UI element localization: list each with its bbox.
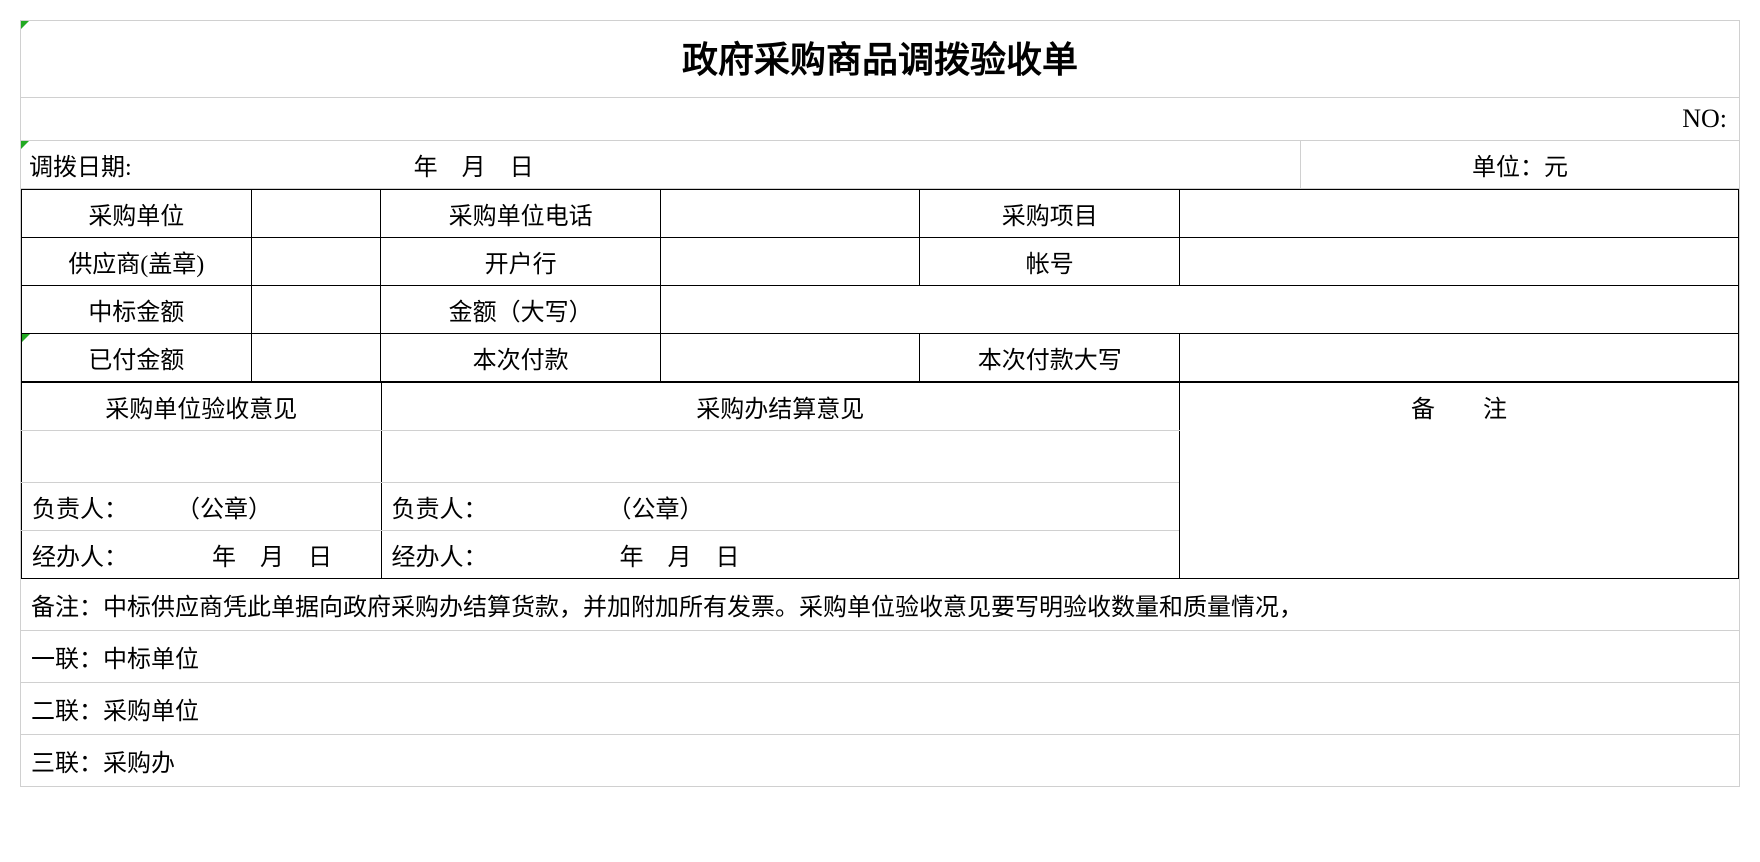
opinion-mid-blank[interactable] bbox=[381, 431, 1180, 483]
row3-col2-value[interactable] bbox=[660, 286, 1738, 334]
row2-col1-value[interactable] bbox=[251, 238, 381, 286]
opinion-left-blank[interactable] bbox=[22, 431, 382, 483]
main-table: 采购单位 采购单位电话 采购项目 供应商(盖章) 开户行 帐号 中标金额 金额（… bbox=[21, 189, 1739, 382]
row2-col3-value[interactable] bbox=[1180, 238, 1739, 286]
row4-col1-label: 已付金额 bbox=[22, 334, 252, 382]
opinion-left-person2: 经办人： 年 月 日 bbox=[22, 531, 382, 579]
row1-col2-value[interactable] bbox=[660, 190, 920, 238]
form-wrapper: 政府采购商品调拨验收单 NO: 调拨日期: 年 月 日 单位：元 采购单位 采购… bbox=[20, 20, 1740, 787]
date-ymd: 年 月 日 bbox=[414, 155, 534, 181]
date-row: 调拨日期: 年 月 日 单位：元 bbox=[21, 141, 1739, 189]
row2-col2-label: 开户行 bbox=[381, 238, 661, 286]
form-title: 政府采购商品调拨验收单 bbox=[21, 21, 1739, 98]
row2-col3-label: 帐号 bbox=[920, 238, 1180, 286]
opinion-table: 采购单位验收意见 采购办结算意见 备 注 负责人： （公章） 负责人： （公章）… bbox=[21, 382, 1739, 579]
row3-col2-label: 金额（大写） bbox=[381, 286, 661, 334]
footer-section: 备注：中标供应商凭此单据向政府采购办结算货款，并加附加所有发票。采购单位验收意见… bbox=[21, 579, 1739, 786]
opinion-left-person1: 负责人： （公章） bbox=[22, 483, 382, 531]
date-label: 调拨日期: bbox=[29, 155, 132, 181]
opinion-mid-person2: 经办人： 年 月 日 bbox=[381, 531, 1180, 579]
row4-col1-value[interactable] bbox=[251, 334, 381, 382]
row4-col2-value[interactable] bbox=[660, 334, 920, 382]
row1-col1-label: 采购单位 bbox=[22, 190, 252, 238]
footer-copy3: 三联：采购办 bbox=[21, 734, 1739, 786]
footer-copy2: 二联：采购单位 bbox=[21, 682, 1739, 734]
row1-col2-label: 采购单位电话 bbox=[381, 190, 661, 238]
footer-copy1: 一联：中标单位 bbox=[21, 630, 1739, 682]
row2-col2-value[interactable] bbox=[660, 238, 920, 286]
unit-label: 单位：元 bbox=[1301, 141, 1739, 188]
opinion-mid-person1: 负责人： （公章） bbox=[381, 483, 1180, 531]
no-label: NO: bbox=[21, 98, 1739, 141]
row2-col1-label: 供应商(盖章) bbox=[22, 238, 252, 286]
row3-col1-label: 中标金额 bbox=[22, 286, 252, 334]
row3-col1-value[interactable] bbox=[251, 286, 381, 334]
row1-col3-value[interactable] bbox=[1180, 190, 1739, 238]
opinion-left-header: 采购单位验收意见 bbox=[22, 383, 382, 431]
row4-col3-value[interactable] bbox=[1180, 334, 1739, 382]
row4-col3-label: 本次付款大写 bbox=[920, 334, 1180, 382]
row1-col1-value[interactable] bbox=[251, 190, 381, 238]
opinion-mid-header: 采购办结算意见 bbox=[381, 383, 1180, 431]
footer-note: 备注：中标供应商凭此单据向政府采购办结算货款，并加附加所有发票。采购单位验收意见… bbox=[21, 579, 1739, 630]
row1-col3-label: 采购项目 bbox=[920, 190, 1180, 238]
row4-col2-label: 本次付款 bbox=[381, 334, 661, 382]
opinion-right-header: 备 注 bbox=[1180, 383, 1739, 579]
